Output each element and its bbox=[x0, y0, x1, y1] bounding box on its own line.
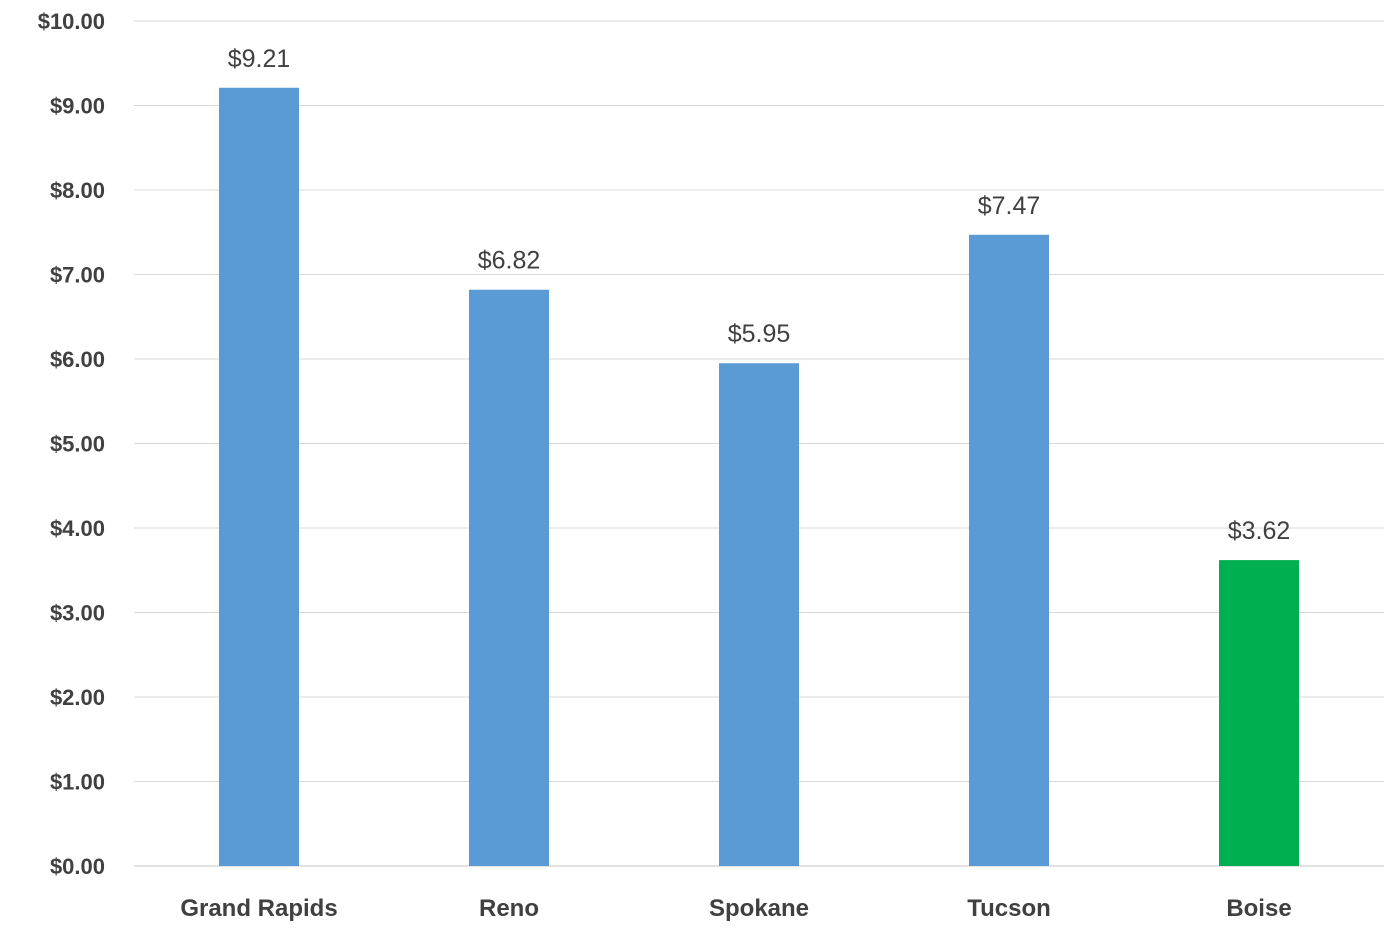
data-label: $9.21 bbox=[228, 45, 291, 73]
y-tick-label: $3.00 bbox=[50, 601, 105, 626]
category-label: Spokane bbox=[709, 895, 809, 922]
data-label: $7.47 bbox=[978, 192, 1041, 220]
bars bbox=[219, 87, 1299, 867]
bar bbox=[1219, 560, 1299, 866]
y-tick-label: $7.00 bbox=[50, 263, 105, 288]
y-axis-tick-labels: $0.00 $1.00 $2.00 $3.00 $4.00 $5.00 $6.00 $7.00… bbox=[38, 9, 105, 879]
y-tick-label: $1.00 bbox=[50, 770, 105, 795]
x-axis-category-labels: Grand Rapids Reno Spokane Tucson Boise bbox=[180, 895, 1291, 922]
y-tick-label: $2.00 bbox=[50, 685, 105, 710]
category-label: Grand Rapids bbox=[180, 895, 337, 922]
y-tick-label: $8.00 bbox=[50, 178, 105, 203]
data-labels: $9.21 $6.82 $5.95 $7.47 $3.62 bbox=[228, 45, 1291, 545]
bar bbox=[969, 234, 1049, 866]
data-label: $5.95 bbox=[728, 320, 791, 348]
y-tick-label: $10.00 bbox=[38, 9, 105, 34]
category-label: Boise bbox=[1226, 895, 1291, 922]
bar bbox=[719, 363, 799, 866]
data-label: $6.82 bbox=[478, 247, 541, 275]
category-label: Tucson bbox=[967, 895, 1051, 922]
y-tick-label: $0.00 bbox=[50, 854, 105, 879]
y-tick-label: $4.00 bbox=[50, 516, 105, 541]
y-tick-label: $5.00 bbox=[50, 432, 105, 457]
data-label: $3.62 bbox=[1228, 517, 1291, 545]
bar bbox=[219, 87, 299, 866]
category-label: Reno bbox=[479, 895, 539, 922]
y-tick-label: $9.00 bbox=[50, 94, 105, 119]
y-tick-label: $6.00 bbox=[50, 347, 105, 372]
bar bbox=[469, 289, 549, 867]
